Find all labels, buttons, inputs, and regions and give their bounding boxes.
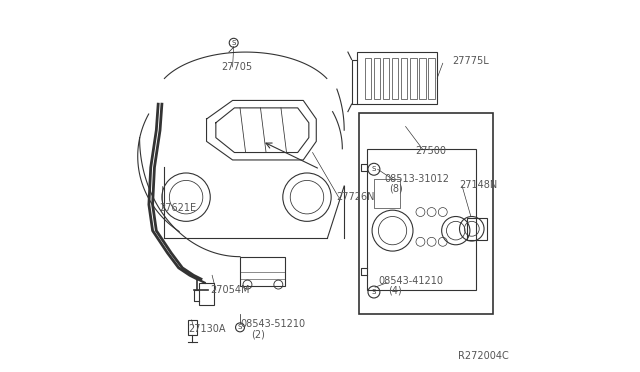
Bar bbox=[374, 58, 380, 99]
Text: 08513-31012: 08513-31012 bbox=[384, 174, 449, 184]
Text: S: S bbox=[372, 289, 376, 295]
Bar bbox=[367, 149, 476, 290]
Text: 27500: 27500 bbox=[415, 146, 446, 155]
Bar bbox=[392, 58, 399, 99]
Text: R272004C: R272004C bbox=[458, 352, 509, 361]
Bar bbox=[365, 58, 371, 99]
Text: 08543-41210: 08543-41210 bbox=[379, 276, 444, 286]
Bar bbox=[357, 52, 437, 104]
Bar bbox=[467, 218, 488, 240]
Bar bbox=[419, 58, 426, 99]
Bar bbox=[401, 58, 408, 99]
Text: S: S bbox=[238, 324, 242, 330]
Text: 27621E: 27621E bbox=[159, 203, 196, 213]
Bar bbox=[199, 283, 214, 305]
Text: (2): (2) bbox=[251, 330, 265, 340]
Bar bbox=[428, 58, 435, 99]
Bar bbox=[374, 179, 400, 208]
Text: S: S bbox=[372, 166, 376, 172]
Text: 27148N: 27148N bbox=[460, 180, 498, 190]
Text: S: S bbox=[232, 40, 236, 46]
Bar bbox=[188, 320, 197, 335]
Text: 27054M: 27054M bbox=[211, 285, 250, 295]
Text: 27130A: 27130A bbox=[188, 324, 225, 334]
Bar bbox=[383, 58, 389, 99]
Bar bbox=[359, 113, 493, 314]
Text: 27775L: 27775L bbox=[452, 57, 489, 66]
Bar bbox=[410, 58, 417, 99]
Text: (4): (4) bbox=[388, 286, 401, 296]
Bar bbox=[240, 257, 285, 286]
Text: 27705: 27705 bbox=[221, 62, 253, 72]
Text: 08543-51210: 08543-51210 bbox=[240, 319, 305, 328]
Text: 27726N: 27726N bbox=[337, 192, 375, 202]
Text: (8): (8) bbox=[389, 184, 403, 194]
